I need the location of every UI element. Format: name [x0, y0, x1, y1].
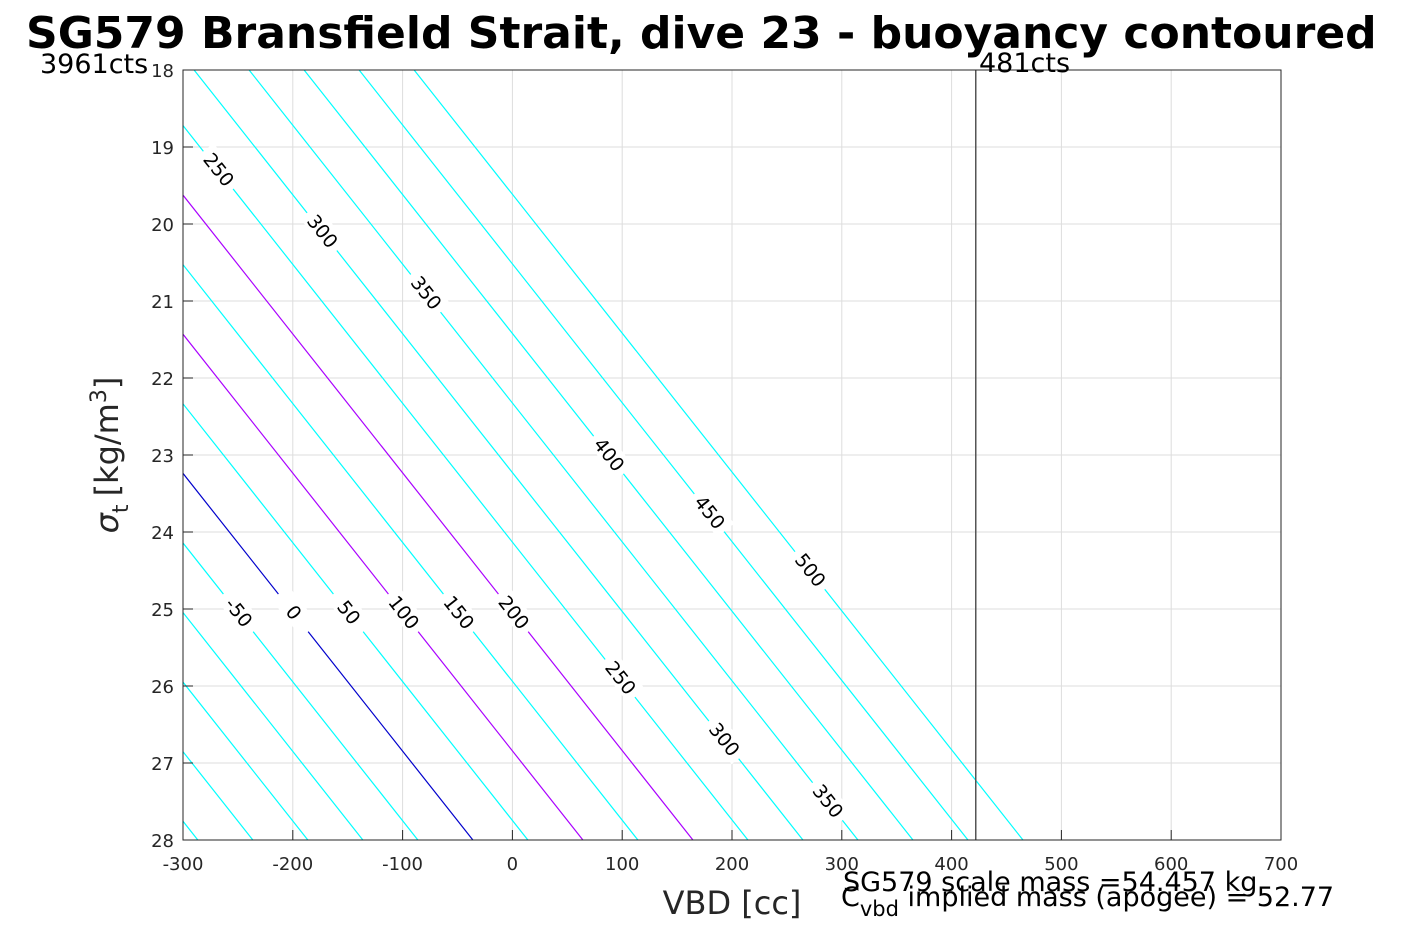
y-axis-ticks: 18 19 20 21 22 23 24 25 26 27 28	[151, 61, 193, 852]
contour-label-gap	[436, 585, 484, 638]
x-tick-label: 700	[1264, 854, 1298, 875]
scale-mass-note: SG579 scale mass =54.457 kg	[843, 867, 1257, 898]
contour-line	[183, 611, 364, 840]
x-tick-label: 0	[507, 854, 518, 875]
y-axis-label-unit: [kg/m	[88, 403, 126, 496]
y-tick-label: 27	[151, 754, 174, 775]
contour-line	[0, 70, 88, 840]
chart-title: SG579 Bransfield Strait, dive 23 - buoya…	[26, 8, 1377, 59]
marker-line-label: 481cts	[979, 48, 1070, 79]
y-axis-label: σt [kg/m3]	[87, 377, 134, 534]
y-tick-label: 22	[151, 369, 174, 390]
contour-line	[183, 542, 419, 840]
contour-label-gap	[787, 543, 835, 595]
contour-label-gap	[326, 585, 374, 638]
x-tick-label: 300	[825, 854, 859, 875]
c-vbd-subscript: vbd	[860, 897, 899, 921]
contour-line	[193, 70, 804, 840]
c-vbd-symbol: C	[841, 882, 860, 913]
contour-label-gap	[300, 204, 348, 257]
implied-mass-note: Cvbd implied mass (apogee) = 52.77	[841, 882, 1334, 921]
contour-label-gap	[598, 651, 646, 703]
counts-top-left: 3961cts	[40, 49, 148, 80]
x-tick-label: 100	[605, 854, 639, 875]
y-tick-label: 23	[151, 446, 174, 467]
x-axis-label: VBD [cc]	[663, 884, 802, 922]
contour-label-gap	[687, 485, 735, 538]
contour-line	[0, 70, 33, 840]
y-axis-label-unit-close: ]	[88, 377, 126, 389]
contour-line	[183, 472, 474, 840]
contour-line	[183, 402, 529, 840]
x-tick-label: -100	[382, 854, 423, 875]
contour-line	[248, 70, 859, 840]
x-tick-label: -200	[272, 854, 313, 875]
contour-line	[183, 333, 584, 840]
y-axis-label-superscript: 3	[87, 389, 112, 403]
contour-label-gap	[701, 713, 749, 765]
x-axis-ticks: -300 -200 -100 0 100 200 300 400 500 600 700	[163, 830, 1298, 875]
y-tick-label: 24	[151, 523, 174, 544]
y-tick-label: 19	[151, 138, 174, 159]
y-tick-label: 28	[151, 831, 174, 852]
contour-line	[413, 70, 1024, 840]
y-tick-label: 20	[151, 215, 174, 236]
x-tick-label: 200	[715, 854, 749, 875]
contour-label-gap	[196, 143, 244, 195]
contour-line	[183, 681, 309, 840]
contour-label-gap	[381, 585, 429, 638]
contour-label-gap	[403, 266, 451, 318]
x-tick-label: 400	[934, 854, 968, 875]
y-tick-label: 26	[151, 677, 174, 698]
contour-line	[358, 70, 969, 840]
y-axis-label-sigma: σ	[88, 511, 126, 533]
contour-label-gap	[491, 585, 539, 638]
contour-line	[183, 124, 749, 840]
y-tick-label: 18	[151, 61, 174, 82]
contour-label-gap	[216, 585, 264, 638]
contour-label-gap	[586, 428, 634, 480]
contour-label-gap	[805, 774, 853, 826]
y-tick-label: 25	[151, 600, 174, 621]
contour-line	[183, 263, 639, 840]
x-tick-label: -300	[163, 854, 204, 875]
contour-lines	[0, 70, 1024, 840]
x-tick-label: 600	[1154, 854, 1188, 875]
contour-line	[183, 194, 694, 840]
implied-mass-text: implied mass (apogee) = 52.77	[899, 882, 1334, 913]
y-axis-label-subscript: t	[109, 504, 134, 513]
contour-label-gap	[271, 585, 319, 638]
y-tick-label: 21	[151, 292, 174, 313]
x-tick-label: 500	[1044, 854, 1078, 875]
